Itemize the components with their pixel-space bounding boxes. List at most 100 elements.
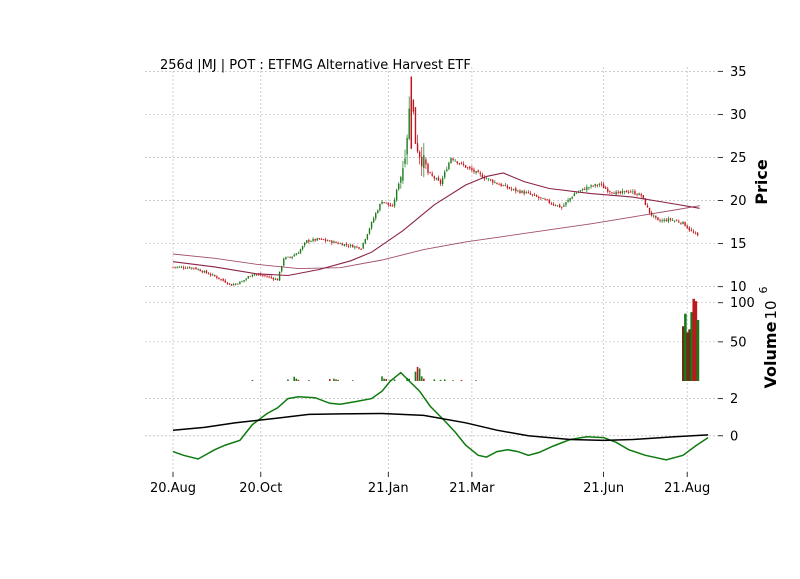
- candle-body: [368, 228, 371, 234]
- candle-body: [510, 188, 513, 190]
- oscillator-line: [172, 371, 709, 461]
- price-y-tick-label: 20: [730, 194, 747, 209]
- candle-body: [354, 246, 356, 248]
- candle-body: [659, 220, 661, 222]
- candle-body: [257, 274, 260, 276]
- candle-body: [423, 155, 425, 168]
- candle-body: [391, 205, 394, 207]
- volume-bar: [328, 379, 331, 381]
- candle-body: [318, 238, 321, 240]
- candle-body: [301, 246, 304, 250]
- candle-body: [372, 218, 375, 223]
- candle-body: [529, 193, 532, 195]
- price-y-tick-label: 10: [730, 280, 747, 295]
- candle-body: [347, 245, 350, 247]
- candle-body: [326, 240, 329, 242]
- x-tick-label: 21.Jan: [368, 481, 409, 496]
- candle-body: [195, 267, 197, 270]
- candle-body: [172, 266, 174, 268]
- candle-body: [533, 194, 536, 196]
- candle-body: [460, 162, 463, 164]
- candle-body: [349, 244, 352, 246]
- candle-body: [408, 108, 410, 139]
- volume-bar: [416, 366, 419, 381]
- candle-body: [228, 283, 231, 285]
- price-y-tick-label: 15: [730, 237, 747, 252]
- volume-bar: [408, 378, 410, 381]
- candle-body: [220, 279, 222, 280]
- volume-bar: [694, 301, 698, 381]
- candle-body: [308, 239, 310, 242]
- candle-body: [446, 169, 448, 172]
- candle-body: [333, 241, 335, 243]
- candle-body: [471, 168, 473, 171]
- volume-bar: [287, 379, 289, 381]
- candle-body: [274, 278, 277, 280]
- candle-body: [506, 185, 509, 188]
- candle-body: [604, 187, 607, 189]
- candle-body: [632, 191, 634, 193]
- volume-marks: [251, 298, 700, 381]
- candle-body: [339, 243, 341, 245]
- candle-body: [538, 196, 540, 198]
- candle-body: [565, 202, 567, 205]
- price-y-tick-label: 35: [730, 65, 747, 80]
- candle-body: [182, 267, 185, 269]
- candle-body: [596, 184, 599, 186]
- candle-body: [665, 219, 667, 222]
- candle-body: [387, 202, 389, 205]
- candle-body: [613, 193, 615, 195]
- candle-body: [341, 243, 344, 246]
- candle-body: [548, 199, 550, 203]
- candle-body: [362, 242, 364, 249]
- oscillator-y-tick-label: 0: [730, 429, 738, 444]
- candle-body: [558, 204, 561, 208]
- candle-body: [375, 213, 377, 219]
- volume-bar: [333, 378, 335, 381]
- price-marks: [172, 76, 700, 286]
- candle-body: [207, 273, 210, 275]
- candle-body: [272, 277, 275, 280]
- candle-body: [531, 194, 534, 196]
- candle-body: [504, 185, 507, 187]
- candle-body: [366, 234, 369, 240]
- volume-bar: [251, 380, 254, 381]
- candle-body: [385, 202, 387, 204]
- grid-lines: [145, 67, 718, 472]
- candle-body: [402, 168, 404, 181]
- candle-body: [383, 202, 385, 203]
- candle-body: [358, 247, 360, 249]
- price-axis-label: Price: [752, 159, 771, 205]
- candle-body: [642, 195, 644, 199]
- candle-body: [316, 238, 318, 241]
- candle-body: [395, 189, 398, 200]
- candle-body: [312, 239, 314, 241]
- candle-body: [556, 205, 559, 207]
- candle-body: [241, 281, 243, 283]
- candle-body: [517, 190, 519, 192]
- candle-body: [180, 266, 183, 268]
- candle-body: [454, 160, 456, 162]
- volume-bar: [460, 380, 463, 381]
- candle-body: [421, 156, 423, 167]
- candle-body: [590, 185, 592, 187]
- candle-body: [370, 222, 373, 229]
- candle-body: [291, 256, 293, 259]
- candle-body: [458, 163, 461, 164]
- candle-body: [640, 194, 642, 196]
- candle-body: [692, 231, 695, 233]
- volume-bar: [688, 329, 691, 381]
- oscillator-y-tick-label: 2: [730, 392, 738, 407]
- candle-body: [377, 210, 379, 214]
- candle-body: [243, 280, 245, 282]
- candle-body: [247, 276, 249, 279]
- volume-y-tick-label: 100: [730, 296, 755, 311]
- candle-body: [592, 185, 594, 187]
- candle-body: [331, 240, 333, 244]
- candle-body: [299, 249, 302, 254]
- candle-body: [345, 243, 348, 246]
- candle-body: [682, 221, 684, 225]
- candle-body: [306, 240, 308, 243]
